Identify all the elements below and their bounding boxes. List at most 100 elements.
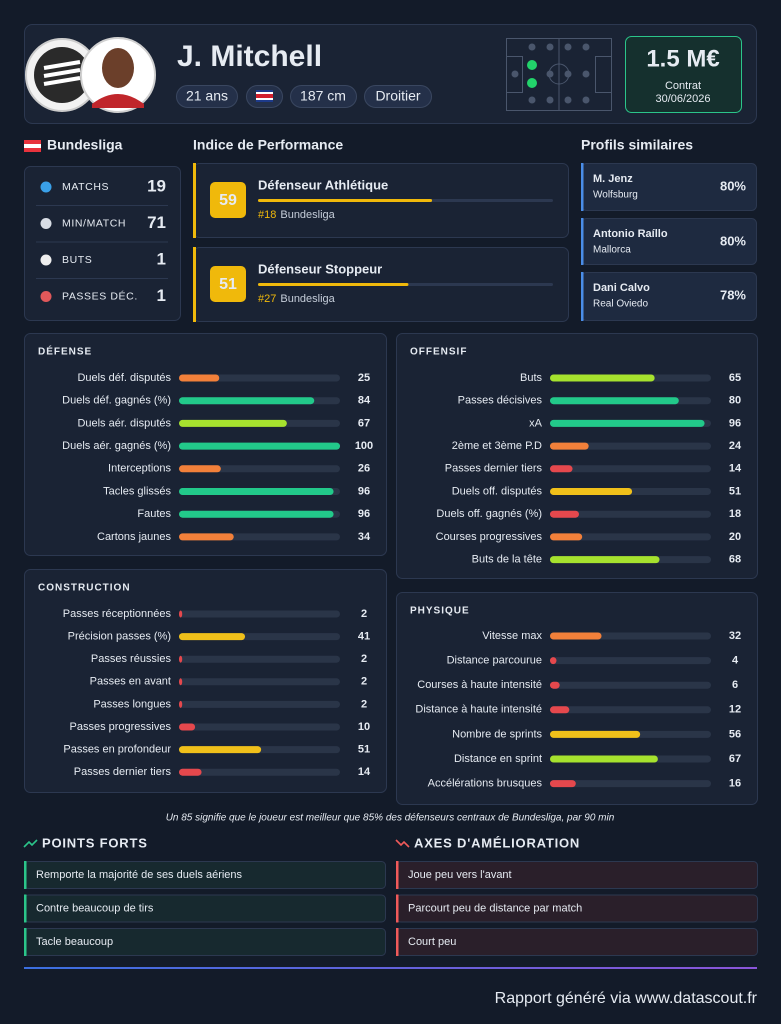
stat-label: MIN/MATCH	[62, 217, 126, 229]
metric-value: 2	[361, 676, 367, 688]
similar-accent	[581, 163, 584, 211]
metric-label: Interceptions	[108, 463, 171, 475]
section-title: CONSTRUCTION	[38, 583, 131, 594]
note: Un 85 signifie que le joueur est meilleu…	[166, 813, 615, 824]
metric-bar	[179, 533, 234, 541]
profile-rank: #18 Bundesliga	[258, 209, 336, 221]
metric-value: 2	[361, 698, 367, 710]
similar-pct: 78%	[720, 287, 746, 302]
metric-bar	[550, 419, 705, 427]
metric-bar	[179, 723, 196, 731]
foot-tag: Droitier	[375, 88, 420, 104]
metric-bar	[179, 419, 287, 427]
metric-bar	[550, 556, 660, 564]
metric-value: 56	[729, 728, 741, 740]
metric-value: 34	[358, 531, 371, 543]
metric-bar	[550, 510, 579, 518]
metric-track	[179, 768, 340, 776]
player-name: J. Mitchell	[177, 40, 322, 73]
metric-label: Buts	[520, 372, 543, 384]
metric-bar	[179, 488, 334, 495]
metric-value: 6	[732, 679, 738, 691]
metric-bar	[550, 488, 633, 495]
similar-name: Dani Calvo	[593, 282, 650, 294]
metric-value: 80	[729, 395, 741, 407]
metric-bar	[179, 700, 183, 708]
metric-bar	[179, 465, 221, 473]
metric-value: 12	[729, 704, 741, 716]
metric-label: Duels aér. disputés	[77, 417, 171, 429]
metric-label: Passes décisives	[458, 395, 543, 407]
metric-value: 96	[358, 508, 370, 520]
improvements-title: AXES D'AMÉLIORATION	[414, 835, 580, 850]
club-badge-stripes	[43, 60, 81, 86]
stat-icon	[40, 291, 52, 302]
metric-bar	[550, 397, 679, 405]
metric-value: 14	[729, 463, 742, 475]
tag	[364, 85, 432, 108]
metric-track	[550, 442, 711, 450]
metric-bar	[179, 442, 340, 450]
metric-bar	[179, 746, 262, 754]
metric-bar	[179, 397, 315, 405]
item-accent	[396, 928, 399, 956]
metric-label: Duels déf. gagnés (%)	[62, 395, 171, 407]
market-value: 1.5 M€	[646, 45, 719, 72]
metric-value: 2	[361, 653, 367, 665]
performance-title: Indice de Performance	[193, 137, 343, 153]
metric-label: Passes réceptionnées	[63, 608, 172, 620]
metric-label: Nombre de sprints	[452, 728, 542, 740]
similar-title: Profils similaires	[581, 137, 693, 153]
metric-bar	[550, 374, 655, 382]
metric-track	[550, 510, 711, 518]
stat-label: BUTS	[62, 254, 92, 266]
stat-label: PASSES DÉC.	[62, 289, 138, 302]
stat-icon	[40, 254, 52, 266]
metric-value: 68	[729, 554, 741, 566]
metric-bar	[550, 755, 658, 763]
metric-label: Tacles glissés	[103, 485, 171, 497]
score-box	[210, 182, 246, 218]
stat-value: 71	[147, 213, 166, 232]
metric-label: Précision passes (%)	[68, 631, 171, 643]
metric-track	[179, 610, 340, 618]
metric-value: 100	[355, 440, 373, 452]
item-accent	[24, 861, 27, 889]
metric-label: Cartons jaunes	[97, 531, 171, 543]
similar-pct: 80%	[720, 178, 746, 193]
item-text: Joue peu vers l'avant	[408, 869, 512, 881]
position-dot	[527, 60, 537, 70]
flag	[24, 144, 41, 148]
metric-value: 16	[729, 778, 741, 790]
stat-value: 1	[157, 249, 166, 268]
metric-label: Distance en sprint	[454, 753, 542, 765]
item-accent	[24, 894, 27, 923]
metric-value: 20	[729, 531, 741, 543]
metric-value: 18	[729, 508, 741, 520]
down-icon	[395, 839, 410, 848]
metric-label: Passes longues	[93, 698, 171, 710]
item-accent	[396, 861, 399, 889]
item-text: Parcourt peu de distance par match	[408, 902, 582, 914]
similar-name: Antonio Raíllo	[593, 228, 668, 240]
stat-label: MATCHS	[62, 181, 109, 193]
metric-value: 25	[358, 372, 370, 384]
value-card	[625, 36, 742, 113]
up-icon	[23, 839, 38, 848]
metric-track	[179, 723, 340, 731]
score-bar	[258, 283, 409, 286]
metric-track	[179, 374, 340, 382]
divider	[24, 967, 757, 969]
metric-value: 2	[361, 608, 367, 620]
metric-track	[550, 657, 711, 665]
contract-label: Contrat	[665, 80, 701, 92]
metric-label: Duels off. disputés	[452, 485, 543, 497]
metric-track	[550, 706, 711, 714]
metric-label: Distance à haute intensité	[415, 704, 542, 716]
metric-value: 67	[729, 753, 741, 765]
metric-track	[550, 681, 711, 689]
metric-label: Duels aér. gagnés (%)	[62, 440, 171, 452]
metric-bar	[179, 610, 183, 618]
